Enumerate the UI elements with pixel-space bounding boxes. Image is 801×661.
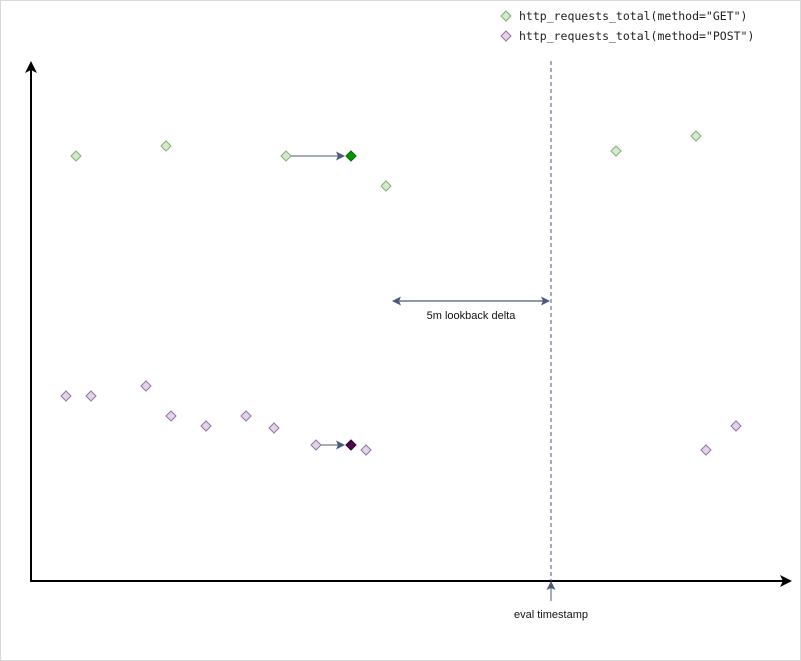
post-sample bbox=[200, 420, 212, 432]
post-sample bbox=[700, 444, 712, 456]
post-sample bbox=[730, 420, 742, 432]
post-sample bbox=[240, 410, 252, 422]
post-sample bbox=[310, 439, 322, 451]
get-series bbox=[70, 130, 702, 192]
get-sample bbox=[280, 150, 292, 162]
eval-timestamp-label: eval timestamp bbox=[514, 609, 588, 621]
post-sample bbox=[360, 444, 372, 456]
post-sample bbox=[85, 390, 97, 402]
legend-item-get: http_requests_total(method="GET") bbox=[500, 9, 747, 23]
get-sample bbox=[610, 145, 622, 157]
post-sample bbox=[268, 422, 280, 434]
get-selected-sample bbox=[345, 150, 357, 162]
legend-item-post: http_requests_total(method="POST") bbox=[500, 29, 754, 43]
get-sample bbox=[380, 180, 392, 192]
get-sample bbox=[690, 130, 702, 142]
legend-label-get: http_requests_total(method="GET") bbox=[519, 9, 747, 23]
post-sample bbox=[140, 380, 152, 392]
legend: http_requests_total(method="GET") http_r… bbox=[500, 9, 754, 43]
get-sample bbox=[70, 150, 82, 162]
post-selected-sample bbox=[345, 439, 357, 451]
lookback-delta-label: 5m lookback delta bbox=[427, 310, 517, 322]
get-sample bbox=[160, 140, 172, 152]
post-sample bbox=[60, 390, 72, 402]
post-sample bbox=[165, 410, 177, 422]
legend-label-post: http_requests_total(method="POST") bbox=[519, 29, 754, 43]
post-series-marker-icon bbox=[500, 30, 512, 42]
get-series-marker-icon bbox=[500, 10, 512, 22]
post-series bbox=[60, 380, 742, 456]
